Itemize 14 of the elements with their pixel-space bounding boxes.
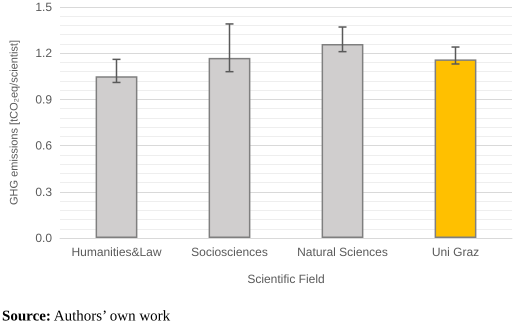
- bar: [434, 59, 476, 238]
- x-tick-label: Humanities&Law: [71, 245, 162, 259]
- y-tick-label: 1.5: [35, 0, 52, 14]
- y-tick-label: 0.3: [35, 184, 52, 199]
- y-tick-label: 0.0: [35, 231, 52, 245]
- x-tick-label: Sociosciences: [191, 245, 268, 259]
- y-tick-label: 0.9: [35, 92, 52, 106]
- source-note: Source: Authors’ own work: [2, 308, 171, 324]
- x-tick-label: Uni Graz: [432, 245, 480, 259]
- x-axis-title: Scientific Field: [247, 272, 325, 286]
- y-tick-label: 0.6: [35, 138, 52, 153]
- y-axis-title: GHG emissions [tCO₂eq/scientist]: [8, 40, 20, 206]
- x-tick-label: Natural Sciences: [297, 245, 388, 259]
- y-tick-label: 1.2: [35, 46, 52, 60]
